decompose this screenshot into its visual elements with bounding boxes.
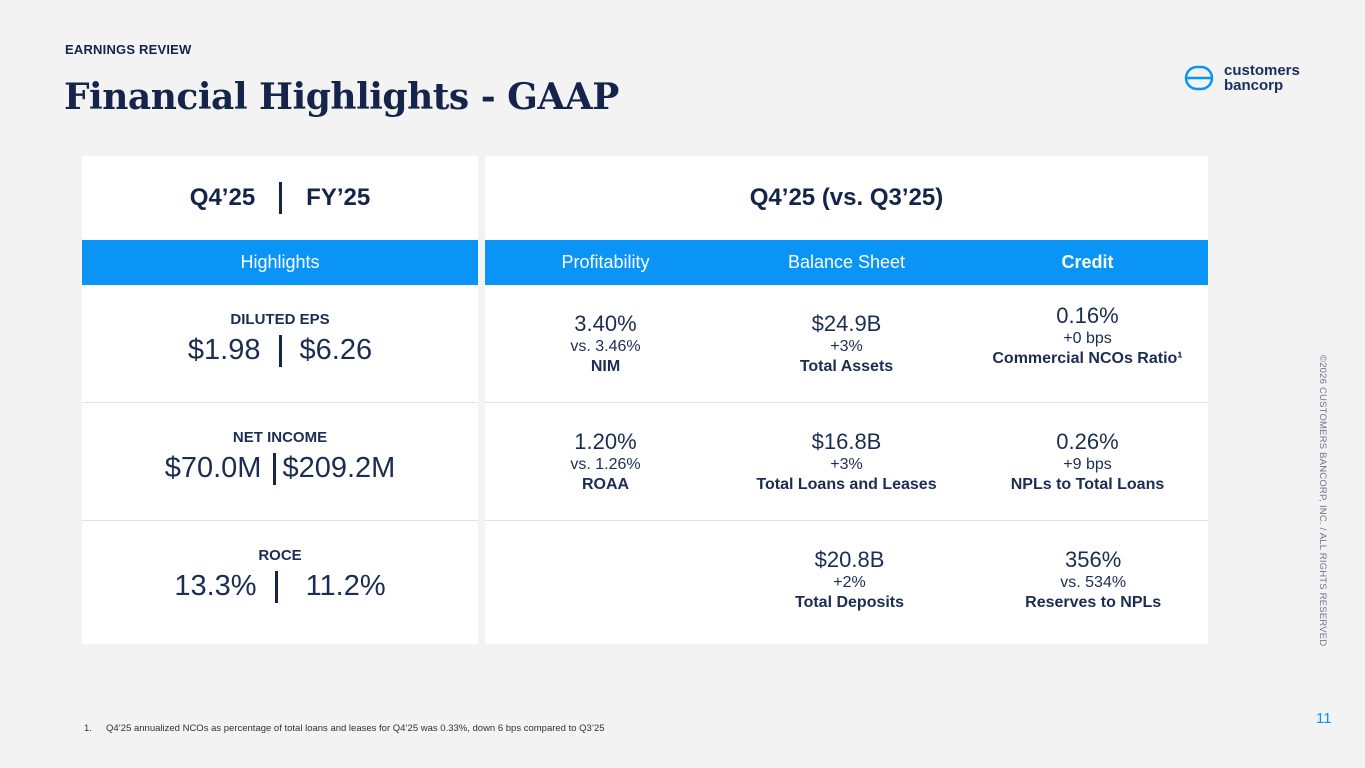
comparison-row: $20.8B +2% Total Deposits 356% vs. 534% … (485, 521, 1208, 639)
metric-cell-total-assets: $24.9B +3% Total Assets (726, 285, 967, 402)
metric-change: +0 bps (1063, 330, 1112, 347)
metric-label: Reserves to NPLs (1025, 594, 1162, 611)
metric-label: Commercial NCOs Ratio¹ (992, 350, 1183, 367)
metric-change: +3% (830, 338, 863, 355)
eyebrow-label: EARNINGS REVIEW (65, 42, 192, 57)
metric-label: ROAA (581, 476, 630, 493)
comparison-header: Q4’25 (vs. Q3’25) (485, 156, 1208, 240)
highlights-panel: Q4’25 FY’25 Highlights DILUTED EPS $1.98… (82, 156, 478, 644)
highlight-row-eps: DILUTED EPS $1.98 $6.26 (82, 285, 478, 403)
page-title: Financial Highlights - GAAP (64, 76, 619, 118)
metric-label: Total Deposits (794, 594, 905, 611)
metric-cell-npls: 0.26% +9 bps NPLs to Total Loans (967, 403, 1208, 520)
metric-value: $24.9B (811, 311, 882, 336)
category-band: Profitability Balance Sheet Credit (485, 240, 1208, 285)
metric-value: 0.16% (1056, 303, 1119, 328)
highlight-fy-value: 11.2% (305, 570, 386, 602)
comparison-heading: Q4’25 (vs. Q3’25) (749, 184, 944, 211)
period-quarter: Q4’25 (189, 184, 256, 211)
value-divider (273, 452, 277, 485)
metric-value: $16.8B (811, 429, 882, 454)
metric-change: +2% (833, 574, 866, 591)
metric-change: +9 bps (1063, 456, 1112, 473)
metric-change: vs. 534% (1060, 574, 1127, 591)
metric-cell-empty (485, 521, 715, 639)
logo-wordmark: customers bancorp (1224, 63, 1300, 93)
column-balance-sheet: Balance Sheet (787, 252, 906, 272)
metric-cell-total-loans: $16.8B +3% Total Loans and Leases (726, 403, 967, 520)
highlight-label: DILUTED EPS (230, 311, 330, 328)
value-divider (274, 570, 278, 603)
metric-cell-reserves: 356% vs. 534% Reserves to NPLs (964, 521, 1208, 639)
metric-cell-total-deposits: $20.8B +2% Total Deposits (715, 521, 965, 639)
period-year: FY’25 (306, 184, 371, 211)
highlight-fy-value: $6.26 (299, 334, 373, 366)
footnote-text: Q4’25 annualized NCOs as percentage of t… (106, 723, 605, 734)
highlight-row-net-income: NET INCOME $70.0M $209.2M (82, 403, 478, 521)
period-divider (279, 182, 283, 214)
metric-value: 3.40% (574, 311, 637, 336)
logo-line-1: customers (1224, 62, 1300, 79)
highlight-fy-value: $209.2M (282, 452, 396, 484)
column-credit: Credit (1061, 252, 1114, 272)
bancorp-logo-icon (1184, 65, 1214, 91)
metric-label: NIM (590, 358, 621, 375)
metric-value: 1.20% (574, 429, 637, 454)
quarter-comparison-panel: Q4’25 (vs. Q3’25) Profitability Balance … (485, 156, 1208, 644)
metric-cell-nim: 3.40% vs. 3.46% NIM (485, 285, 726, 402)
period-header: Q4’25 FY’25 (82, 156, 478, 240)
highlight-row-roce: ROCE 13.3% 11.2% (82, 521, 478, 639)
highlight-q-value: $1.98 (187, 334, 261, 366)
metric-label: Total Loans and Leases (756, 476, 937, 493)
highlight-q-value: 13.3% (174, 570, 257, 602)
logo-line-2: bancorp (1224, 77, 1284, 94)
metric-cell-nco-ratio: 0.16% +0 bps Commercial NCOs Ratio¹ (967, 285, 1208, 402)
company-logo: customers bancorp (1184, 63, 1300, 93)
comparison-row: 3.40% vs. 3.46% NIM $24.9B +3% Total Ass… (485, 285, 1208, 403)
footnote: 1. Q4’25 annualized NCOs as percentage o… (84, 723, 605, 734)
column-profitability: Profitability (561, 252, 650, 272)
highlights-band: Highlights (82, 240, 478, 285)
footnote-number: 1. (84, 723, 92, 734)
metric-cell-roaa: 1.20% vs. 1.26% ROAA (485, 403, 726, 520)
metric-change: vs. 1.26% (570, 456, 641, 473)
comparison-row: 1.20% vs. 1.26% ROAA $16.8B +3% Total Lo… (485, 403, 1208, 521)
page-number: 11 (1316, 710, 1332, 727)
metric-change: +3% (830, 456, 863, 473)
metric-label: Total Assets (799, 358, 894, 375)
metric-label: NPLs to Total Loans (1010, 476, 1165, 493)
metric-value: $20.8B (814, 547, 885, 572)
highlight-label: ROCE (258, 547, 302, 564)
copyright-text: ©2026 CUSTOMERS BANCORP, INC. / ALL RIGH… (1317, 355, 1328, 647)
metric-value: 0.26% (1056, 429, 1119, 454)
highlights-band-label: Highlights (240, 252, 320, 272)
value-divider (278, 334, 282, 367)
metric-value: 356% (1065, 547, 1122, 572)
highlight-label: NET INCOME (232, 429, 328, 446)
metric-change: vs. 3.46% (570, 338, 641, 355)
highlight-q-value: $70.0M (164, 452, 262, 484)
